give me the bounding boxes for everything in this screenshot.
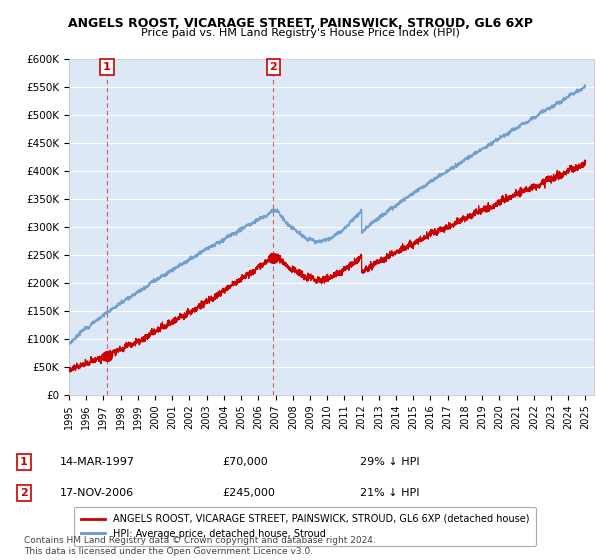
Text: £70,000: £70,000 xyxy=(222,457,268,467)
Text: 2: 2 xyxy=(269,62,277,72)
Text: 2: 2 xyxy=(20,488,28,498)
Text: 1: 1 xyxy=(103,62,111,72)
Text: 17-NOV-2006: 17-NOV-2006 xyxy=(60,488,134,498)
Text: 14-MAR-1997: 14-MAR-1997 xyxy=(60,457,135,467)
Text: 1: 1 xyxy=(20,457,28,467)
Text: Price paid vs. HM Land Registry's House Price Index (HPI): Price paid vs. HM Land Registry's House … xyxy=(140,28,460,38)
Text: Contains HM Land Registry data © Crown copyright and database right 2024.
This d: Contains HM Land Registry data © Crown c… xyxy=(24,536,376,556)
Legend: ANGELS ROOST, VICARAGE STREET, PAINSWICK, STROUD, GL6 6XP (detached house), HPI:: ANGELS ROOST, VICARAGE STREET, PAINSWICK… xyxy=(74,507,536,545)
Text: £245,000: £245,000 xyxy=(222,488,275,498)
Text: 29% ↓ HPI: 29% ↓ HPI xyxy=(360,457,419,467)
Text: 21% ↓ HPI: 21% ↓ HPI xyxy=(360,488,419,498)
Text: ANGELS ROOST, VICARAGE STREET, PAINSWICK, STROUD, GL6 6XP: ANGELS ROOST, VICARAGE STREET, PAINSWICK… xyxy=(67,17,533,30)
